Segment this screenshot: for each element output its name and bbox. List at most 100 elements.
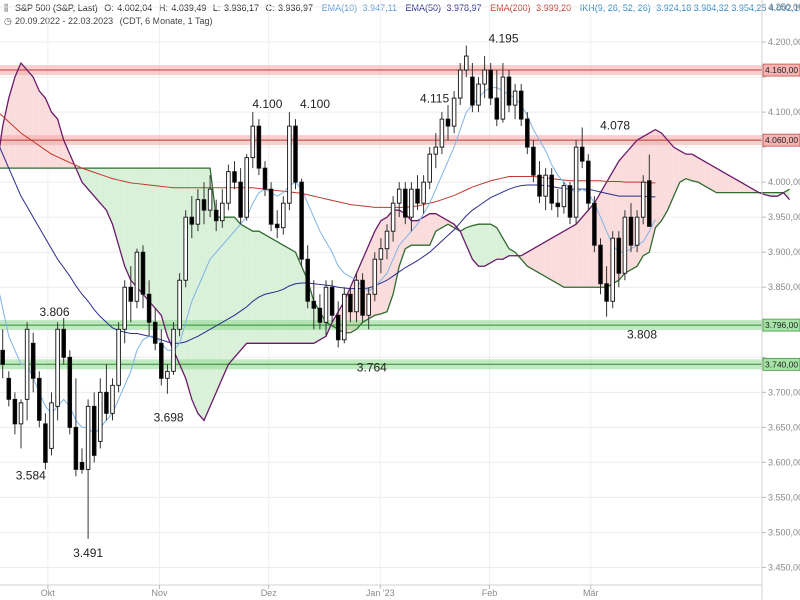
candle[interactable] bbox=[592, 196, 597, 253]
candle[interactable] bbox=[372, 252, 378, 302]
candle[interactable] bbox=[555, 189, 561, 218]
candle[interactable] bbox=[647, 154, 652, 227]
candle[interactable] bbox=[128, 266, 134, 323]
candle[interactable] bbox=[586, 154, 591, 211]
candle[interactable] bbox=[262, 161, 268, 197]
candle[interactable] bbox=[226, 164, 231, 211]
candle[interactable] bbox=[49, 392, 54, 456]
candle[interactable] bbox=[183, 210, 188, 288]
candle[interactable] bbox=[464, 45, 469, 78]
candle[interactable] bbox=[12, 392, 18, 435]
candle[interactable] bbox=[152, 308, 158, 351]
candle[interactable] bbox=[604, 266, 609, 317]
candle[interactable] bbox=[342, 287, 347, 344]
candle[interactable] bbox=[159, 329, 164, 386]
candle[interactable] bbox=[640, 175, 646, 225]
candle[interactable] bbox=[311, 280, 317, 330]
candle[interactable] bbox=[281, 196, 286, 235]
candle[interactable] bbox=[366, 287, 371, 330]
candle[interactable] bbox=[354, 273, 359, 323]
candle[interactable] bbox=[238, 168, 243, 225]
candle[interactable] bbox=[177, 273, 182, 337]
candle[interactable] bbox=[488, 63, 493, 106]
candle[interactable] bbox=[104, 364, 109, 421]
candle[interactable] bbox=[561, 182, 567, 214]
candle[interactable] bbox=[598, 238, 603, 295]
candle[interactable] bbox=[116, 322, 121, 393]
candles[interactable] bbox=[0, 45, 652, 539]
candle[interactable] bbox=[579, 127, 585, 169]
candle[interactable] bbox=[573, 140, 579, 225]
candle[interactable] bbox=[213, 199, 219, 232]
candle[interactable] bbox=[610, 231, 615, 309]
candle[interactable] bbox=[543, 168, 548, 211]
candle[interactable] bbox=[445, 105, 451, 141]
candle[interactable] bbox=[250, 112, 256, 169]
candle[interactable] bbox=[73, 378, 79, 477]
candle[interactable] bbox=[470, 63, 475, 113]
candle[interactable] bbox=[531, 140, 536, 183]
candle[interactable] bbox=[6, 371, 12, 407]
candle[interactable] bbox=[427, 147, 432, 190]
candle[interactable] bbox=[110, 378, 115, 421]
candle[interactable] bbox=[274, 210, 280, 239]
candle[interactable] bbox=[567, 182, 573, 225]
candle[interactable] bbox=[67, 350, 73, 435]
candle[interactable] bbox=[537, 161, 542, 204]
candle[interactable] bbox=[384, 224, 390, 260]
candle[interactable] bbox=[37, 371, 42, 428]
candle[interactable] bbox=[421, 175, 426, 214]
candle[interactable] bbox=[287, 112, 292, 211]
candle[interactable] bbox=[55, 322, 60, 421]
candle[interactable] bbox=[30, 332, 36, 393]
candle[interactable] bbox=[494, 70, 500, 127]
candle[interactable] bbox=[323, 280, 329, 337]
candle[interactable] bbox=[360, 273, 365, 323]
candle[interactable] bbox=[43, 413, 48, 470]
candle[interactable] bbox=[122, 280, 127, 344]
candle[interactable] bbox=[476, 77, 481, 113]
candle[interactable] bbox=[207, 175, 213, 218]
candle[interactable] bbox=[146, 280, 152, 337]
candle[interactable] bbox=[451, 91, 457, 134]
candle[interactable] bbox=[433, 133, 439, 169]
candle[interactable] bbox=[140, 245, 146, 309]
candle[interactable] bbox=[378, 238, 384, 274]
candle[interactable] bbox=[525, 112, 530, 155]
candle[interactable] bbox=[329, 280, 335, 323]
candle[interactable] bbox=[500, 63, 506, 123]
candle[interactable] bbox=[634, 210, 640, 253]
candle[interactable] bbox=[305, 245, 310, 309]
candle[interactable] bbox=[317, 294, 323, 330]
candle[interactable] bbox=[616, 231, 622, 288]
candle[interactable] bbox=[335, 301, 341, 348]
candle[interactable] bbox=[195, 189, 201, 232]
candle[interactable] bbox=[0, 329, 5, 379]
candle[interactable] bbox=[268, 182, 274, 232]
candle[interactable] bbox=[396, 182, 402, 218]
candle[interactable] bbox=[457, 63, 463, 106]
candle[interactable] bbox=[293, 119, 298, 190]
candle[interactable] bbox=[244, 154, 249, 221]
candle[interactable] bbox=[482, 56, 487, 99]
candle[interactable] bbox=[390, 196, 396, 242]
candle[interactable] bbox=[518, 84, 524, 127]
candle[interactable] bbox=[24, 322, 30, 421]
candle[interactable] bbox=[299, 178, 304, 267]
candle[interactable] bbox=[256, 119, 262, 176]
candle[interactable] bbox=[171, 322, 176, 375]
candle[interactable] bbox=[628, 203, 634, 253]
candle[interactable] bbox=[85, 399, 91, 539]
candle[interactable] bbox=[18, 399, 24, 449]
candle[interactable] bbox=[622, 210, 628, 281]
candle[interactable] bbox=[549, 168, 554, 211]
candle[interactable] bbox=[232, 161, 237, 190]
candle[interactable] bbox=[348, 287, 353, 323]
candle[interactable] bbox=[98, 378, 103, 449]
candle[interactable] bbox=[201, 182, 207, 225]
candle[interactable] bbox=[61, 318, 66, 365]
candle[interactable] bbox=[409, 182, 414, 232]
candle[interactable] bbox=[439, 112, 445, 155]
candle[interactable] bbox=[512, 84, 518, 120]
